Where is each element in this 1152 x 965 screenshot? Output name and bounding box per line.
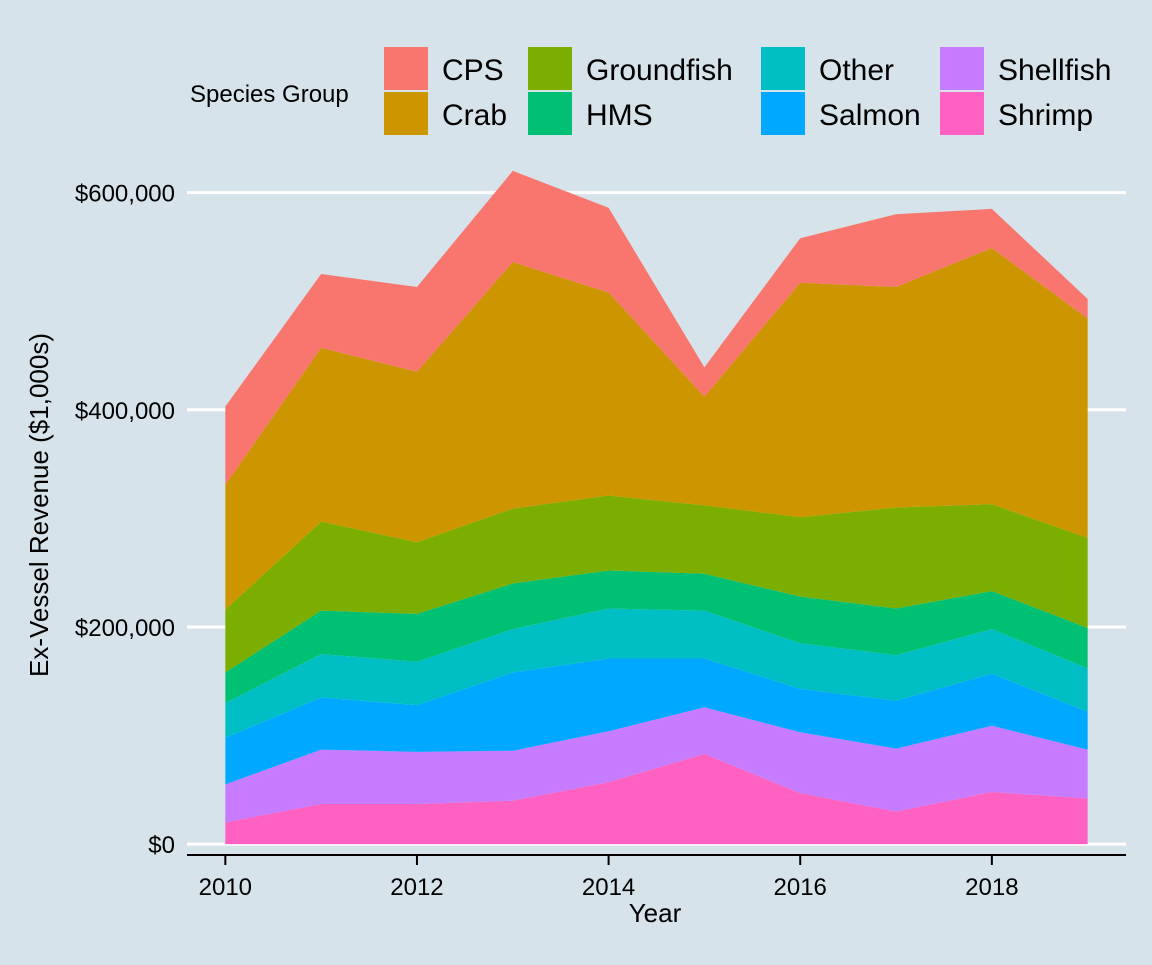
area-cps	[225, 170, 1088, 485]
legend-label-salmon: Salmon	[819, 99, 921, 132]
area-groundfish	[225, 495, 1088, 673]
y-axis-label: Ex-Vessel Revenue ($1,000s)	[24, 333, 54, 677]
area-salmon	[225, 658, 1088, 785]
legend-label-shellfish: Shellfish	[998, 54, 1111, 87]
y-tick-label: $0	[148, 832, 175, 859]
legend-key-shellfish	[940, 47, 984, 90]
area-shellfish	[225, 707, 1088, 823]
legend-key-crab	[384, 92, 428, 135]
x-tick-label: 2016	[774, 874, 827, 901]
legend-key-groundfish	[528, 47, 572, 90]
area-series	[225, 170, 1088, 845]
y-tick-label: $200,000	[75, 615, 175, 642]
legend-label-hms: HMS	[586, 99, 653, 132]
legend-label-shrimp: Shrimp	[998, 99, 1093, 132]
legend-key-hms	[528, 92, 572, 135]
legend-key-other	[761, 47, 805, 90]
area-other	[225, 608, 1088, 738]
x-tick-label: 2010	[199, 874, 252, 901]
legend-title: Species Group	[190, 81, 349, 108]
area-shrimp	[225, 754, 1088, 845]
legend-key-shrimp	[940, 92, 984, 135]
x-tick-label: 2014	[582, 874, 635, 901]
legend-label-groundfish: Groundfish	[586, 54, 733, 87]
x-tick-label: 2018	[965, 874, 1018, 901]
y-tick-label: $600,000	[75, 181, 175, 208]
x-tick-label: 2012	[390, 874, 443, 901]
y-tick-label: $400,000	[75, 398, 175, 425]
axes: 2010 2012 2014 2016 2018 $0 $200,000 $400,000 $6…	[75, 181, 1126, 901]
legend-label-other: Other	[819, 54, 894, 87]
legend-key-cps	[384, 47, 428, 90]
area-crab	[225, 247, 1088, 610]
x-axis-label: Year	[629, 898, 682, 928]
legend: Species Group CPS Crab Groundfish HMS Other S…	[190, 47, 1111, 135]
legend-key-salmon	[761, 92, 805, 135]
legend-label-cps: CPS	[442, 54, 504, 87]
area-hms	[225, 570, 1088, 703]
legend-label-crab: Crab	[442, 99, 507, 132]
